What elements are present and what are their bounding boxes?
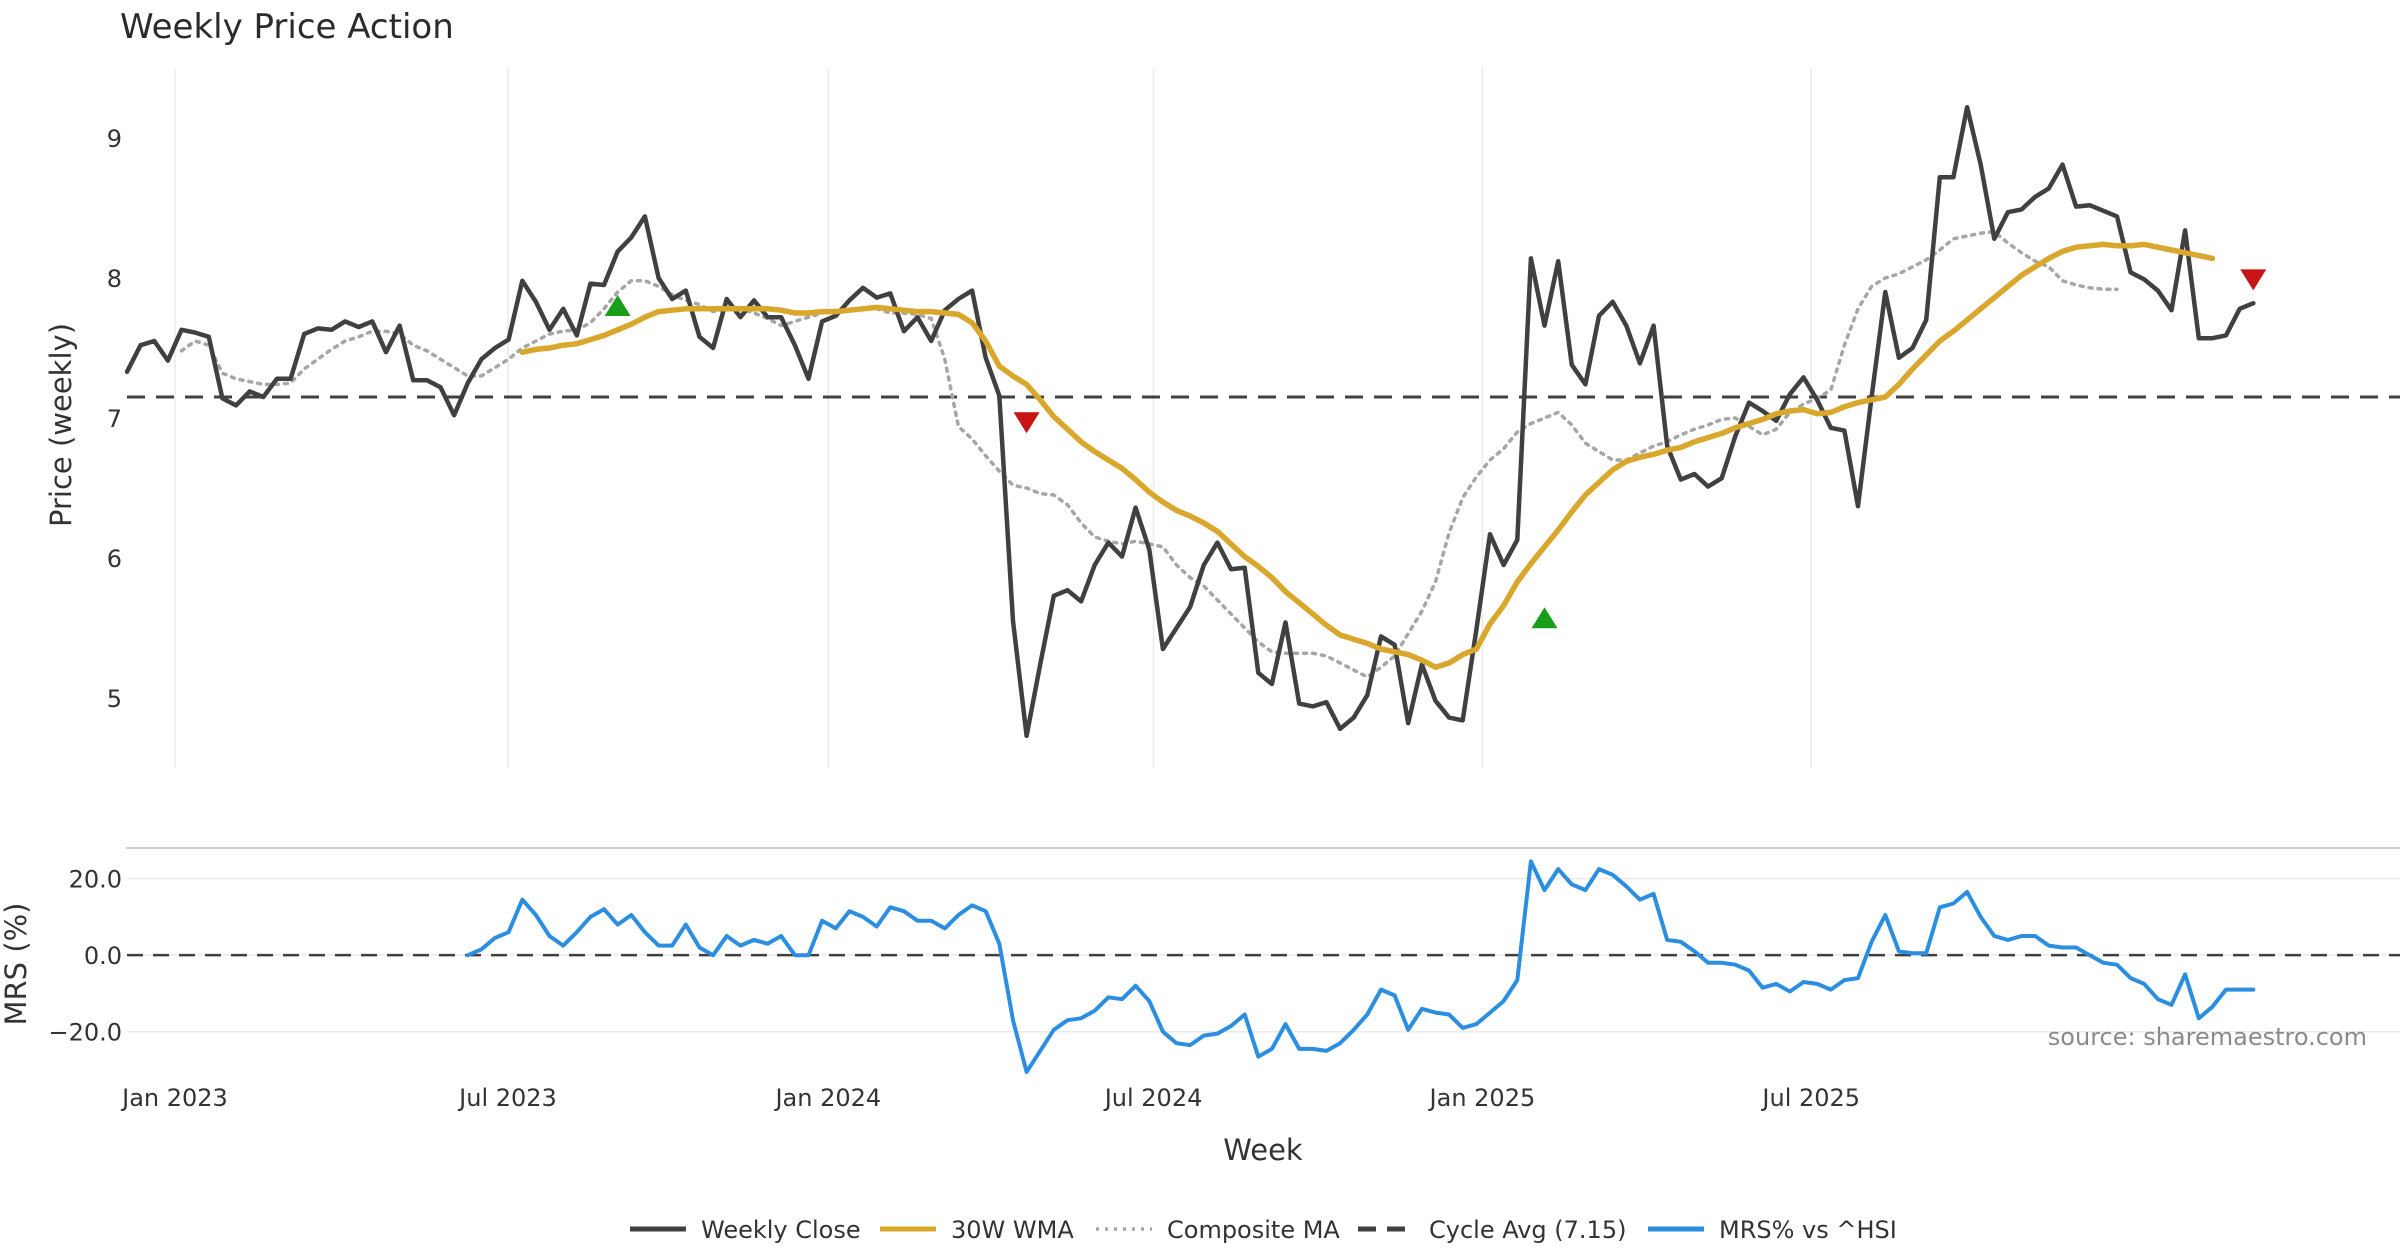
price-y-tick-label: 6 [107,545,122,573]
legend-label: Cycle Avg (7.15) [1429,1216,1626,1244]
sell-signal-marker [1013,412,1040,434]
price-gridlines [174,68,1812,768]
x-tick-label: Jan 2023 [120,1084,228,1112]
price-y-ticks: 5 6 7 8 9 [107,125,122,713]
series-layer [124,104,2256,1074]
composite-ma-line [179,230,2119,679]
chart-title: Weekly Price Action [120,7,454,47]
mrs-y-tick-label: −20.0 [48,1019,122,1047]
sell-signal-marker [2240,269,2267,291]
legend: Weekly Close 30W WMA Composite MA Cycle Avg… [630,1216,1897,1244]
legend-label: Weekly Close [701,1216,861,1244]
signals-layer [604,269,2267,629]
buy-signal-marker [604,295,631,316]
price-y-tick-label: 9 [107,125,122,153]
x-tick-label: Jul 2025 [1760,1084,1860,1112]
x-tick-label: Jul 2023 [457,1084,557,1112]
price-y-tick-label: 5 [107,685,122,713]
legend-label: 30W WMA [951,1216,1074,1244]
mrs-y-ticks: 20.0 0.0 −20.0 [48,866,122,1047]
price-y-tick-label: 8 [107,265,122,293]
mrs-y-tick-label: 0.0 [84,942,122,970]
x-axis-label: Week [1223,1133,1303,1167]
x-tick-label: Jan 2025 [1428,1084,1536,1112]
legend-label: MRS% vs ^HSI [1719,1216,1897,1244]
buy-signal-marker [1531,607,1558,629]
mrs-line [465,859,2256,1074]
wma-30w-line [519,241,2216,670]
source-note: source: sharemaestro.com [2048,1023,2367,1051]
x-ticks: Jan 2023 Jul 2023 Jan 2024 Jul 2024 Jan 2025… [120,1084,1860,1112]
legend-label: Composite MA [1167,1216,1340,1244]
price-y-tick-label: 7 [107,405,122,433]
price-y-axis-label: Price (weekly) [44,323,78,527]
x-tick-label: Jan 2024 [773,1084,881,1112]
weekly-close-line [124,104,2256,739]
x-tick-label: Jul 2024 [1103,1084,1203,1112]
mrs-y-tick-label: 20.0 [69,866,122,894]
mrs-y-axis-label: MRS (%) [0,903,33,1026]
